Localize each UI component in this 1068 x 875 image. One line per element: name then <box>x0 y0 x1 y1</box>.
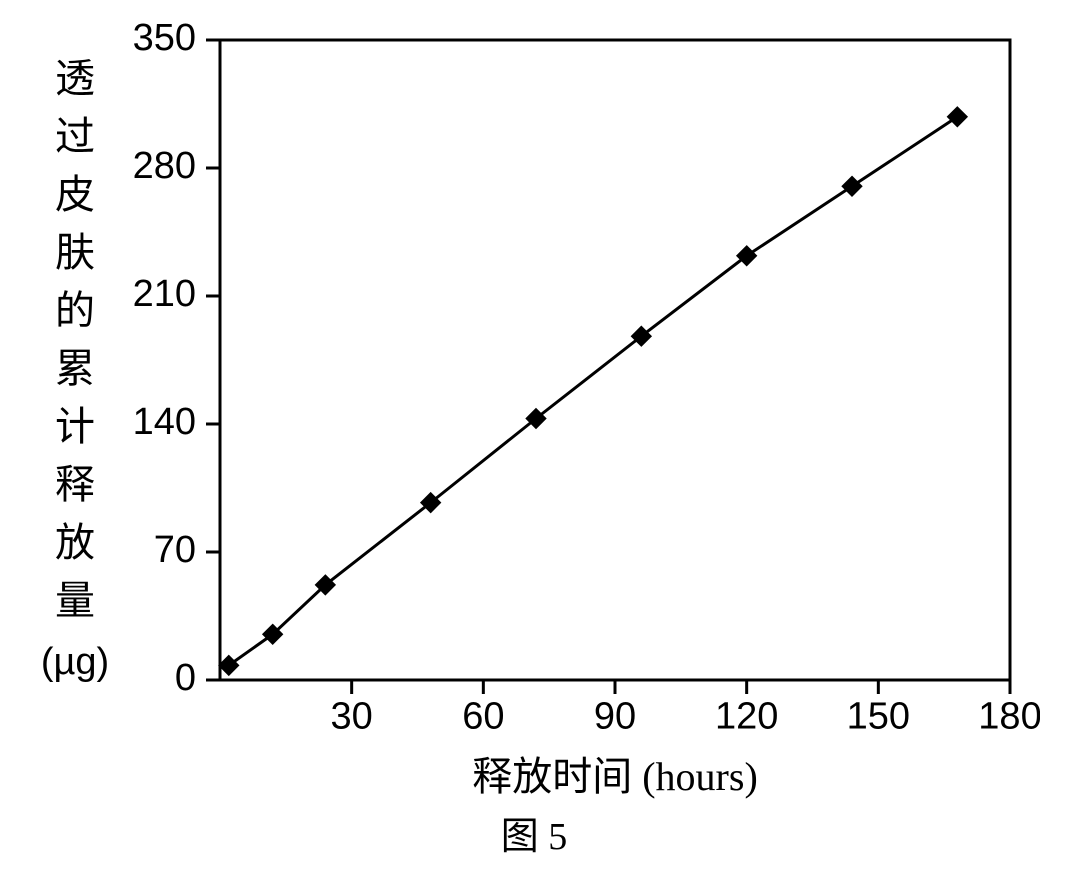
ylabel-char: 量 <box>55 581 95 621</box>
data-marker <box>947 107 967 127</box>
ylabel-char: 透 <box>55 59 95 99</box>
y-axis-label: 透 过 皮 肤 的 累 计 释 放 量 (µg) <box>50 50 100 690</box>
x-tick-label: 150 <box>847 695 910 737</box>
x-axis-label: 释放时间 (hours) <box>472 754 758 799</box>
y-tick-label: 70 <box>154 529 196 571</box>
ylabel-char: 肤 <box>55 233 95 273</box>
y-tick-label: 140 <box>133 401 196 443</box>
data-marker <box>842 176 862 196</box>
ylabel-unit: (µg) <box>41 643 109 681</box>
ylabel-char: 累 <box>55 349 95 389</box>
chart-container: 透 过 皮 肤 的 累 计 释 放 量 (µg) 0 70 140 210 280 350… <box>40 20 1040 800</box>
x-tick-label: 120 <box>715 695 778 737</box>
y-tick-label: 210 <box>133 273 196 315</box>
y-tick-label: 0 <box>175 657 196 699</box>
ylabel-char: 释 <box>55 465 95 505</box>
y-tick-label: 350 <box>133 20 196 59</box>
x-tick-label: 60 <box>462 695 504 737</box>
ylabel-char: 计 <box>55 407 95 447</box>
x-tick-label: 30 <box>331 695 373 737</box>
figure-caption: 图 5 <box>0 805 1068 860</box>
data-marker <box>219 655 239 675</box>
x-tick-label: 180 <box>978 695 1040 737</box>
chart-svg: 0 70 140 210 280 350 30 60 90 120 150 180 释放时间 (hour… <box>40 20 1040 800</box>
ylabel-char: 的 <box>55 291 95 331</box>
ylabel-char: 放 <box>55 523 95 563</box>
x-tick-label: 90 <box>594 695 636 737</box>
y-tick-label: 280 <box>133 145 196 187</box>
plot-frame <box>220 40 1010 680</box>
ylabel-char: 皮 <box>55 175 95 215</box>
ylabel-char: 过 <box>55 117 95 157</box>
data-line <box>229 117 958 666</box>
